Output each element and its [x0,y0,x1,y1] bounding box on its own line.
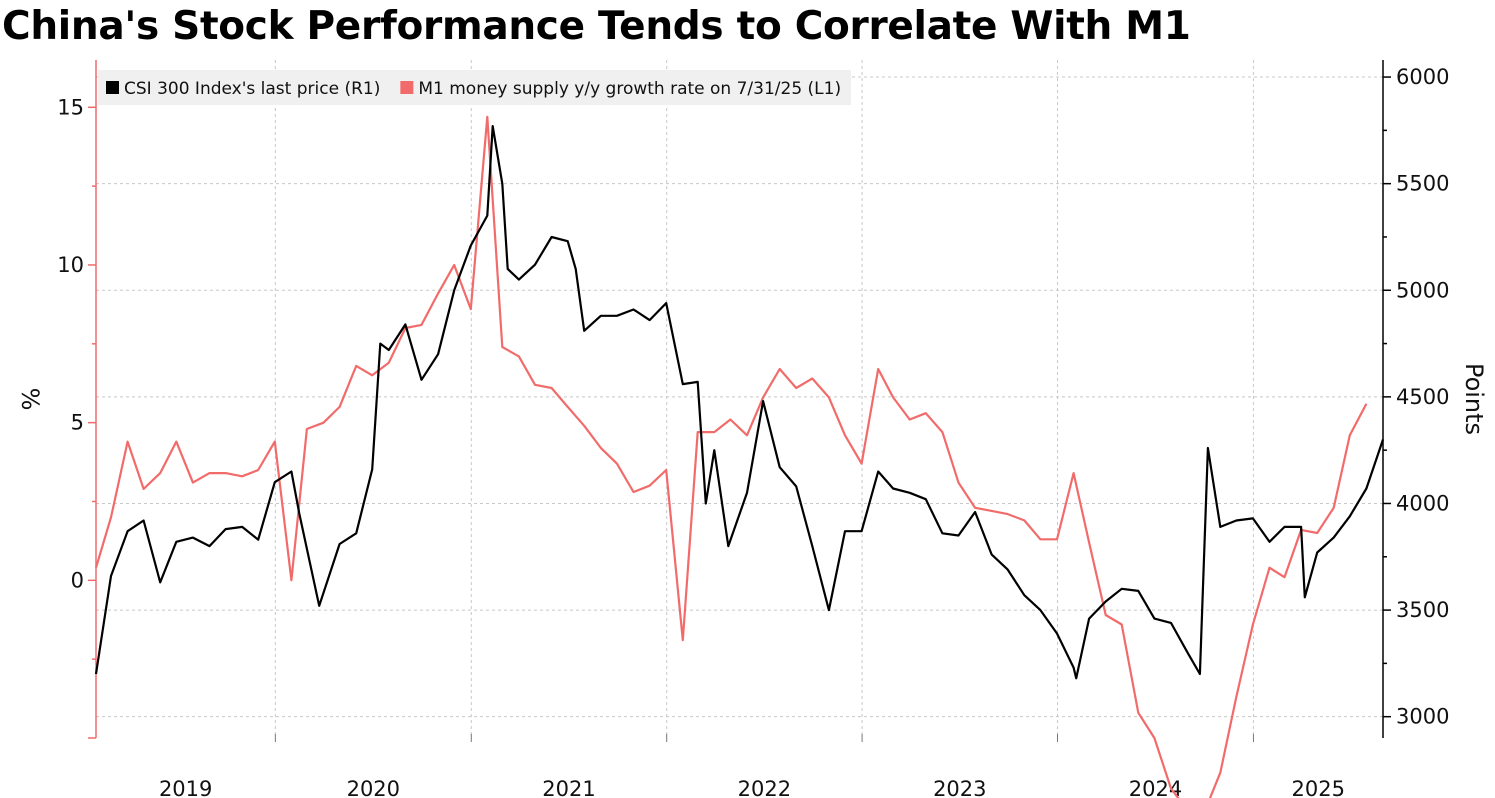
legend: CSI 300 Index's last price (R1) M1 money… [98,70,852,105]
x-tick-label: 2025 [1291,777,1344,798]
x-tick-label: 2024 [1129,777,1182,798]
left-tick-label: 10 [57,253,84,277]
right-tick-label: 3000 [1396,705,1449,729]
right-tick-label: 4500 [1396,385,1449,409]
left-axis: 0 5 10 15 [57,60,97,739]
m1-growth-line [94,115,1368,798]
x-tick-label: 2022 [738,777,791,798]
right-axis-title: Points [1460,363,1488,435]
x-tick-label: 2023 [933,777,986,798]
chart-title: China's Stock Performance Tends to Corre… [2,4,1191,49]
x-tick-label: 2021 [542,777,595,798]
left-tick-label: 0 [71,568,84,592]
grid-lines [96,60,1383,738]
legend-label-csi: CSI 300 Index's last price (R1) [124,79,380,99]
legend-background [98,70,852,105]
csi300-line [94,124,1385,680]
right-axis: 3000 3500 4000 4500 5000 5500 6000 [1382,60,1449,738]
x-tick-label: 2020 [347,777,400,798]
x-tick-label: 2019 [159,777,212,798]
legend-swatch-csi [106,81,119,94]
x-axis: 2019 2020 2021 2022 2023 2024 2025 [159,734,1345,798]
left-tick-label: 5 [71,411,84,435]
legend-swatch-m1 [400,81,414,94]
legend-label-m1: M1 money supply y/y growth rate on 7/31/… [418,79,841,99]
right-tick-label: 3500 [1396,598,1449,622]
right-tick-label: 4000 [1396,491,1449,515]
left-tick-label: 15 [57,95,84,119]
series-layer [94,115,1385,798]
left-axis-title: % [16,388,44,411]
right-tick-label: 6000 [1396,65,1449,89]
right-tick-label: 5500 [1396,172,1449,196]
right-tick-label: 5000 [1396,278,1449,302]
